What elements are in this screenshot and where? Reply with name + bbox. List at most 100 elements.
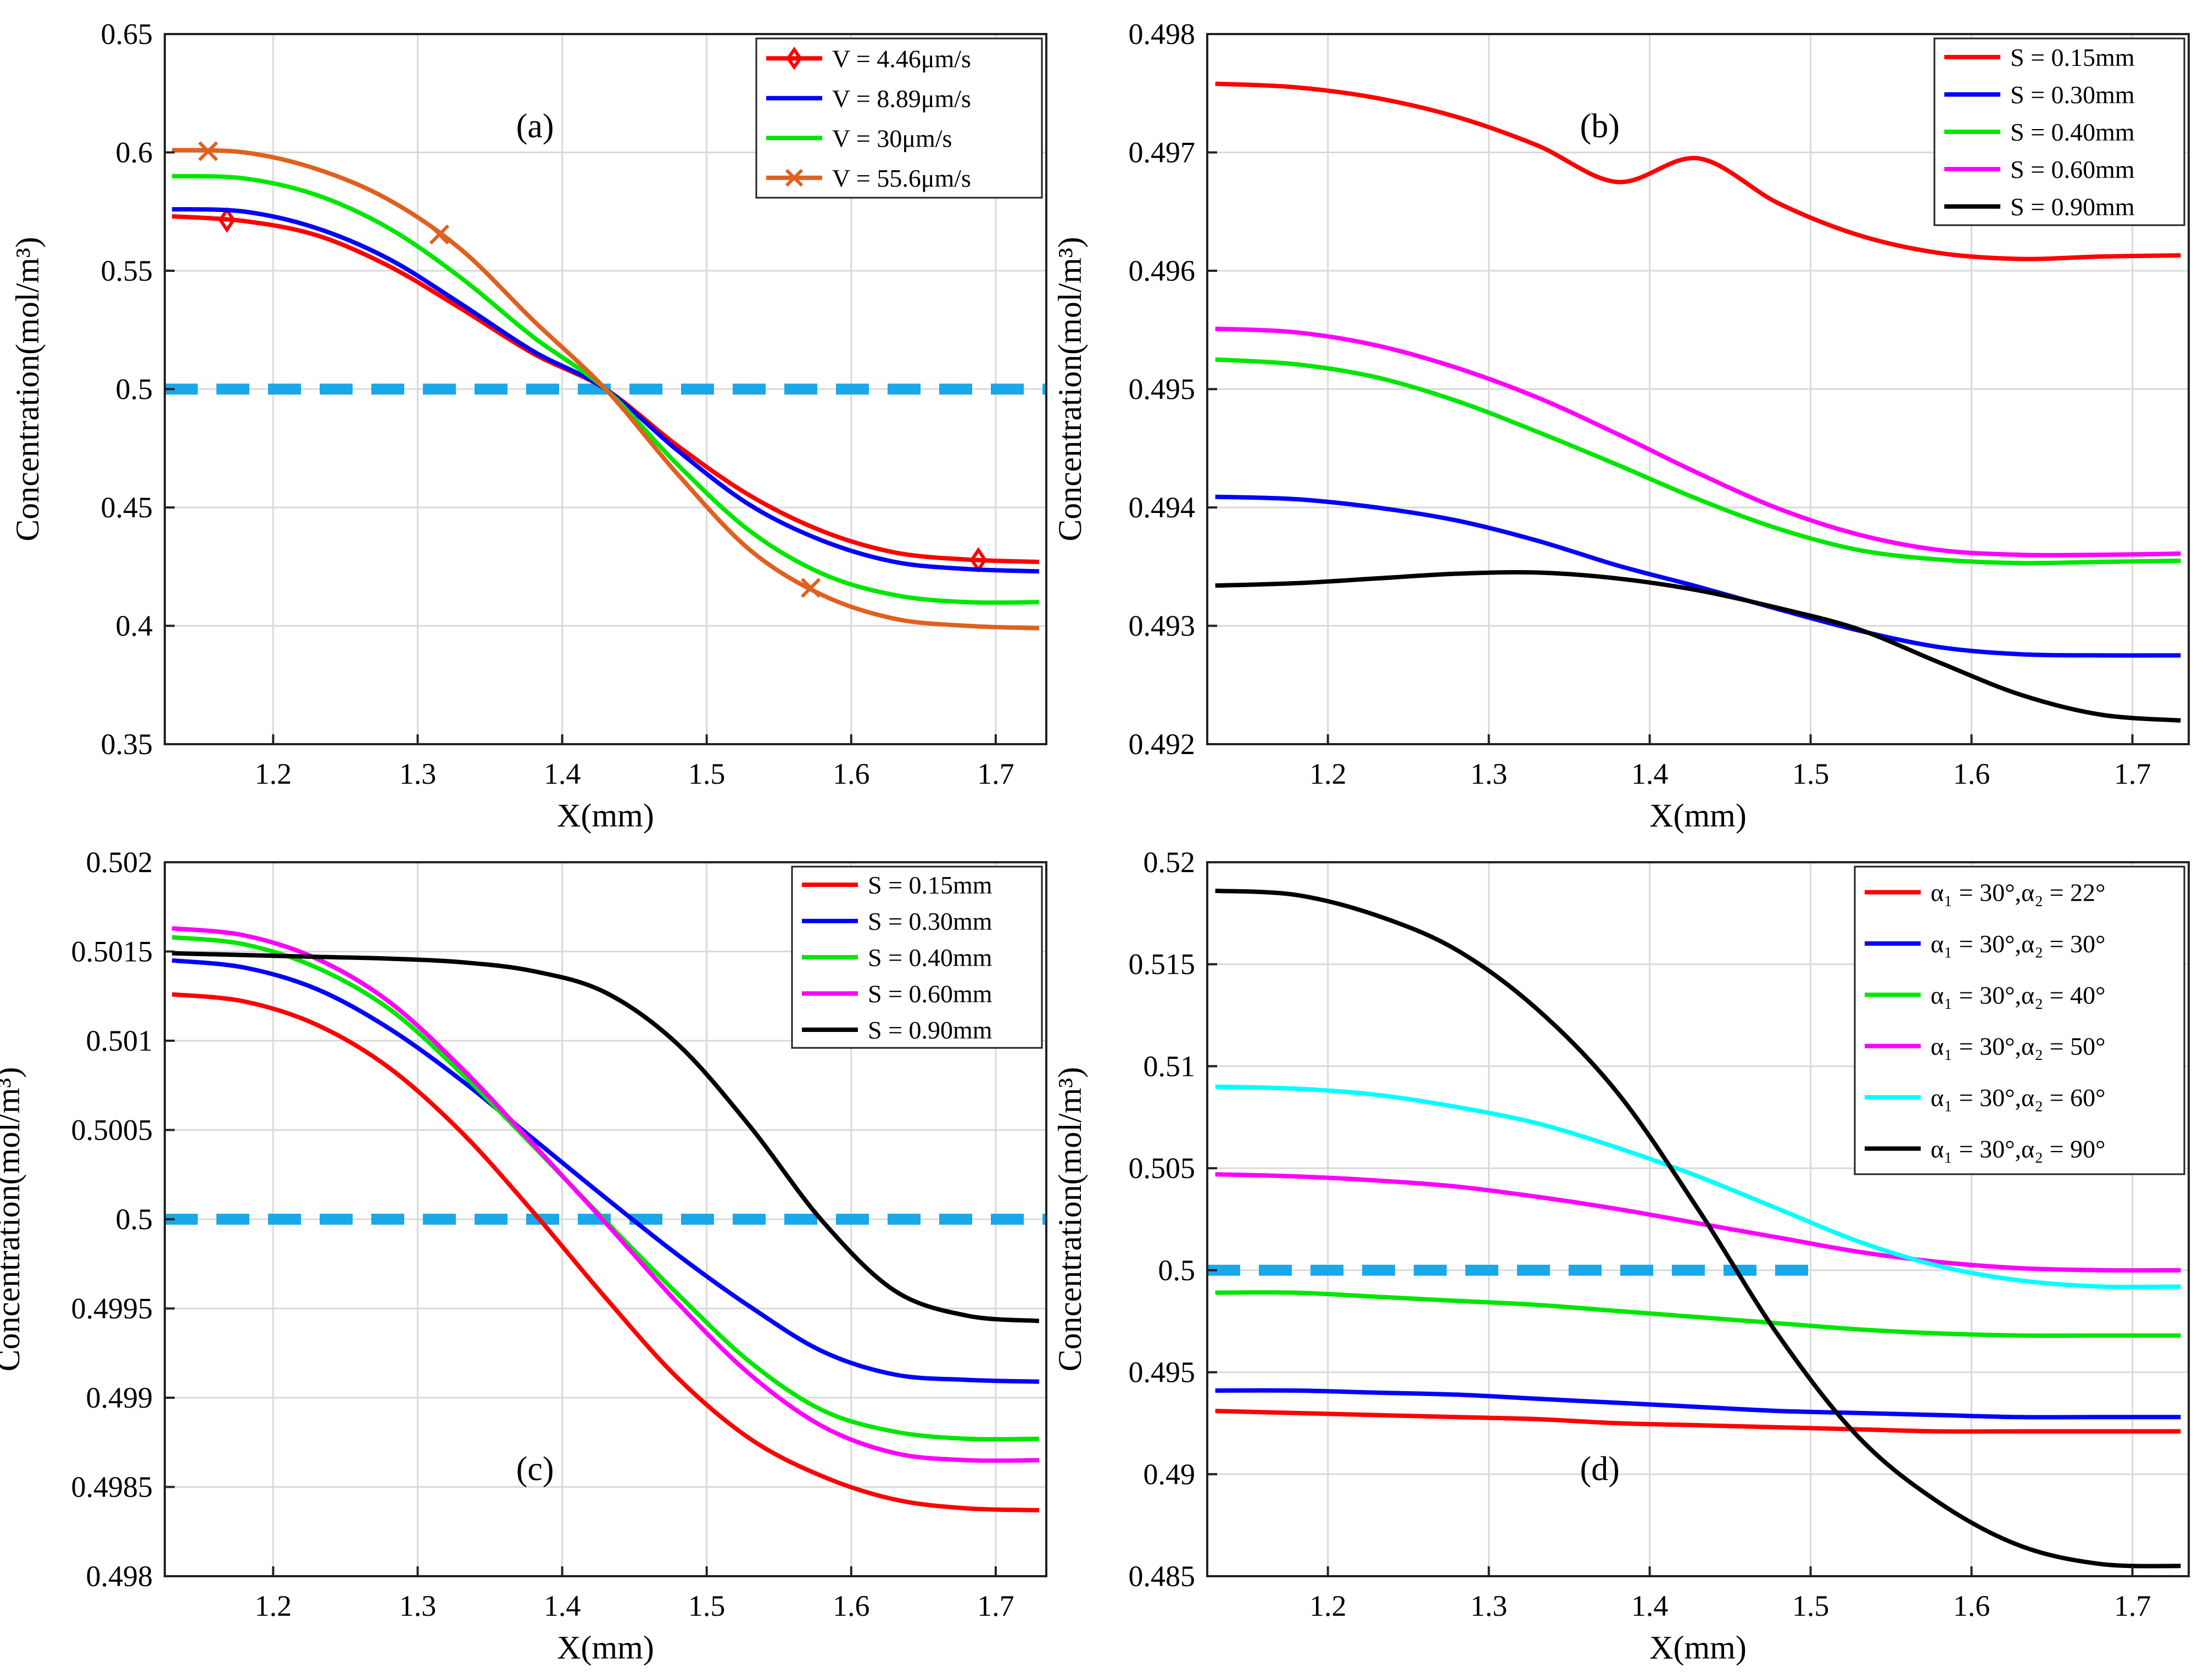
- y-tick-label: 0.501: [86, 1024, 153, 1057]
- legend-label: S = 0.40mm: [868, 944, 992, 972]
- legend-label: S = 0.30mm: [2010, 81, 2135, 109]
- y-tick-label: 0.505: [1129, 1152, 1196, 1185]
- series-line-2: [1215, 494, 2181, 658]
- y-tick-label: 0.4985: [71, 1471, 153, 1504]
- y-axis-label: Concentration(mol/m³): [9, 237, 46, 542]
- x-axis-label: X(mm): [557, 797, 654, 834]
- legend-label: S = 0.60mm: [868, 980, 992, 1008]
- y-tick-label: 0.498: [86, 1560, 153, 1593]
- series-line-6: [1215, 889, 2181, 1569]
- axes-frame: [1206, 861, 2190, 1577]
- y-tick-label: 0.4: [116, 610, 153, 643]
- legend-box: [755, 37, 1043, 199]
- series-line-5: [1215, 1084, 2181, 1290]
- series-line-4: [172, 148, 1039, 630]
- x-marker: [800, 578, 821, 598]
- x-axis-label: X(mm): [557, 1629, 654, 1666]
- y-tick-label: 0.51: [1144, 1050, 1196, 1082]
- diamond-marker: [218, 207, 236, 233]
- y-tick-label: 0.6: [116, 136, 153, 169]
- x-tick-label: 1.4: [1631, 757, 1669, 790]
- y-tick-label: 0.494: [1129, 491, 1196, 524]
- x-tick-label: 1.4: [1631, 1589, 1669, 1622]
- x-marker: [429, 224, 450, 245]
- legend-label: α₁ = 30°,α₂ = 60°: [1931, 1084, 2105, 1112]
- series-line-3: [1215, 357, 2181, 566]
- legend-label: α₁ = 30°,α₂ = 40°: [1931, 981, 2105, 1009]
- x-tick-label: 1.6: [1953, 1589, 1990, 1622]
- series-line-1: [171, 992, 1039, 1512]
- y-tick-label: 0.5: [1158, 1254, 1196, 1287]
- x-tick-label: 1.4: [544, 757, 581, 790]
- legend-label: α₁ = 30°,α₂ = 30°: [1931, 930, 2105, 958]
- x-tick-label: 1.3: [399, 757, 437, 790]
- x-tick-label: 1.7: [2114, 757, 2151, 790]
- legend-label: V = 8.89μm/s: [832, 85, 971, 113]
- x-tick-label: 1.6: [833, 1589, 870, 1622]
- x-tick-label: 1.2: [255, 1589, 292, 1622]
- y-axis-label: Concentration(mol/m³): [1052, 237, 1088, 542]
- legend-label: α₁ = 30°,α₂ = 90°: [1931, 1135, 2105, 1163]
- x-tick-label: 1.5: [1792, 1589, 1830, 1622]
- y-tick-label: 0.5: [116, 1203, 153, 1236]
- y-tick-label: 0.49: [1144, 1458, 1196, 1491]
- x-tick-label: 1.6: [1953, 757, 1990, 790]
- y-tick-label: 0.492: [1129, 728, 1196, 761]
- y-tick-label: 0.5005: [71, 1114, 153, 1147]
- y-axis-label: Concentration(mol/m³): [1052, 1067, 1088, 1372]
- series-line-1: [1215, 1409, 2181, 1434]
- legend-label: V = 4.46μm/s: [832, 44, 971, 72]
- legend-x-marker: [785, 169, 804, 187]
- y-tick-label: 0.4995: [71, 1292, 153, 1325]
- y-tick-label: 0.515: [1129, 948, 1196, 981]
- chart-panel-1: 1.2 1.3 1.4 1.5 1.6 1.7 0.35 0.4 0.45 0.5 0.55 0.6 0…: [9, 18, 1047, 834]
- series-line-2: [1215, 1388, 2181, 1420]
- series-line-4: [171, 926, 1039, 1463]
- panel-label: (d): [1580, 1450, 1620, 1488]
- chart-panel-2: 1.2 1.3 1.4 1.5 1.6 1.7 0.492 0.493 0.494 0.495 0.…: [1052, 18, 2190, 834]
- legend-diamond-marker: [786, 46, 802, 70]
- legend-label: S = 0.90mm: [868, 1016, 992, 1044]
- legend-label: α₁ = 30°,α₂ = 22°: [1931, 879, 2105, 907]
- legend-label: α₁ = 30°,α₂ = 50°: [1931, 1032, 2105, 1061]
- y-tick-label: 0.495: [1129, 373, 1196, 406]
- x-axis-label: X(mm): [1649, 797, 1747, 834]
- panel-label: (b): [1580, 108, 1620, 145]
- x-tick-label: 1.5: [688, 1589, 726, 1622]
- x-tick-label: 1.7: [977, 1589, 1014, 1622]
- x-marker: [198, 141, 219, 161]
- y-tick-label: 0.35: [101, 728, 153, 761]
- chart-panel-4: 1.2 1.3 1.4 1.5 1.6 1.7 0.485 0.49 0.495 0.5 0.505…: [1052, 846, 2190, 1666]
- y-tick-label: 0.55: [101, 254, 153, 287]
- legend: S = 0.15mm S = 0.30mm S = 0.40mm S = 0.60mm…: [791, 866, 1043, 1049]
- series-line-4: [1215, 326, 2181, 557]
- x-tick-label: 1.5: [1792, 757, 1830, 790]
- panel-label: (a): [516, 108, 554, 145]
- y-tick-label: 0.496: [1129, 254, 1196, 287]
- x-tick-label: 1.2: [1309, 1589, 1347, 1622]
- legend: V = 4.46μm/s V = 8.89μm/s V = 30μm/s V = 55…: [755, 37, 1043, 199]
- x-tick-label: 1.5: [688, 757, 726, 790]
- x-tick-label: 1.3: [399, 1589, 437, 1622]
- x-tick-label: 1.2: [255, 757, 292, 790]
- legend-label: V = 30μm/s: [832, 124, 952, 152]
- legend-box: [1854, 866, 2185, 1175]
- y-tick-label: 0.52: [1144, 846, 1196, 879]
- x-tick-label: 1.2: [1309, 757, 1347, 790]
- series-line-2: [171, 958, 1039, 1384]
- y-tick-label: 0.5015: [71, 935, 153, 968]
- y-tick-label: 0.499: [86, 1381, 153, 1414]
- y-axis-label: Concentration(mol/m³): [0, 1067, 26, 1372]
- x-tick-label: 1.7: [2114, 1589, 2151, 1622]
- y-tick-label: 0.493: [1129, 610, 1196, 643]
- legend-label: S = 0.40mm: [2010, 118, 2135, 146]
- legend-label: V = 55.6μm/s: [832, 164, 971, 192]
- x-tick-label: 1.4: [544, 1589, 581, 1622]
- y-tick-label: 0.65: [101, 18, 153, 51]
- series-line-5: [1215, 570, 2181, 723]
- legend-label: S = 0.90mm: [2010, 193, 2135, 221]
- y-tick-label: 0.5: [116, 373, 153, 406]
- y-tick-label: 0.502: [86, 846, 153, 879]
- x-tick-label: 1.3: [1470, 757, 1508, 790]
